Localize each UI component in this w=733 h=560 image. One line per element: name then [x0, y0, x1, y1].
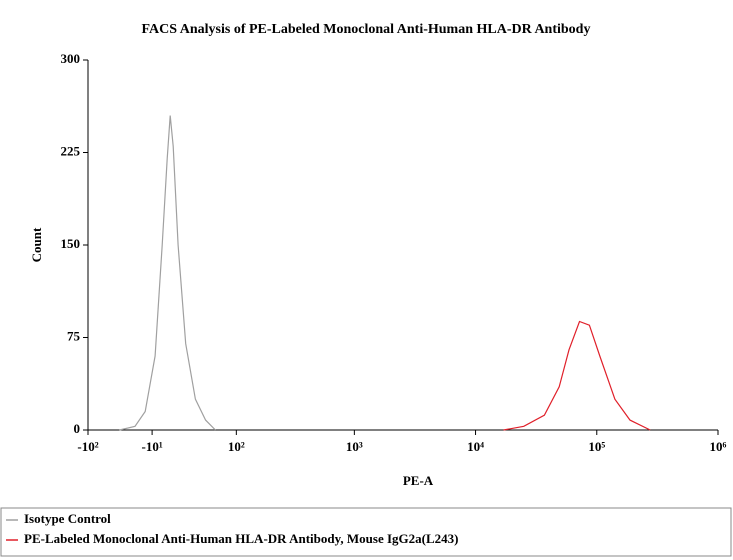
legend-label: Isotype Control	[24, 511, 111, 526]
series-line	[119, 115, 216, 431]
series-line	[503, 320, 651, 431]
x-axis-label: PE-A	[403, 473, 434, 488]
y-tick-label: 150	[61, 236, 81, 251]
x-tick-label: 10³	[346, 439, 363, 454]
chart-title: FACS Analysis of PE-Labeled Monoclonal A…	[142, 22, 591, 37]
x-tick-label: 10⁵	[588, 439, 605, 454]
x-tick-label: 10⁶	[710, 439, 727, 454]
x-tick-label: -10¹	[141, 439, 162, 454]
x-tick-label: 10⁴	[467, 439, 484, 454]
legend-label: PE-Labeled Monoclonal Anti-Human HLA-DR …	[24, 531, 458, 546]
y-tick-label: 300	[61, 51, 81, 66]
legend-box	[0, 507, 732, 557]
x-tick-label: 10²	[228, 439, 245, 454]
y-axis-label: Count	[29, 227, 44, 262]
y-tick-label: 0	[74, 421, 81, 436]
y-tick-label: 75	[67, 328, 81, 343]
x-tick-label: -10²	[77, 439, 98, 454]
y-tick-label: 225	[61, 143, 81, 158]
